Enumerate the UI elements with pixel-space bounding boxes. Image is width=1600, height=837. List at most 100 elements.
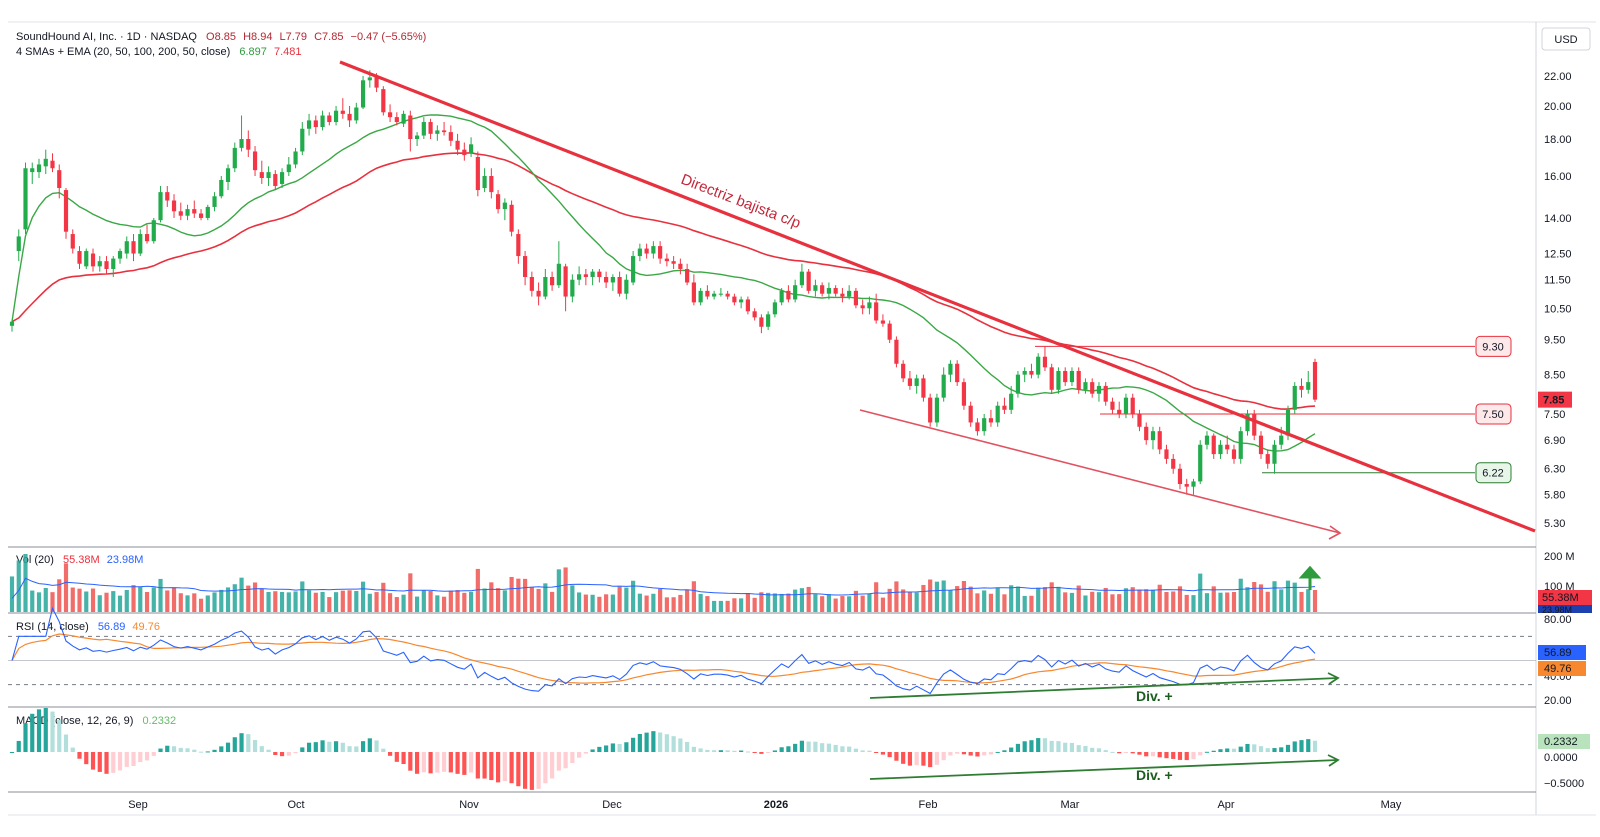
- macd-histogram-bar: [1299, 740, 1304, 752]
- volume-bar: [1083, 595, 1088, 612]
- candle-body: [813, 285, 818, 291]
- volume-bar: [1258, 584, 1264, 612]
- candle-body: [1198, 444, 1203, 482]
- volume-bar: [712, 600, 717, 612]
- price-tick: 7.50: [1544, 409, 1565, 421]
- currency-button[interactable]: USD: [1541, 27, 1591, 51]
- candle-body: [16, 236, 21, 252]
- volume-bar: [1022, 595, 1027, 612]
- macd-histogram-bar: [401, 752, 406, 765]
- price-tick: 6.30: [1544, 464, 1565, 476]
- candle-body: [171, 200, 177, 212]
- volume-bar: [928, 579, 933, 612]
- candle-body: [1204, 435, 1210, 445]
- candle-body: [1292, 385, 1297, 410]
- volume-bar: [840, 596, 845, 612]
- macd-histogram-bar: [847, 746, 852, 752]
- candle-body: [739, 299, 744, 303]
- candle-body: [577, 274, 582, 280]
- macd-histogram-bar: [570, 752, 575, 764]
- price-axis[interactable]: 22.00 20.00 18.00 16.00 14.00 12.50 11.50 10.50…: [1544, 71, 1572, 530]
- candle-body: [583, 274, 588, 278]
- macd-histogram-bar: [961, 752, 967, 755]
- macd-histogram-bar: [779, 747, 784, 752]
- candle-body: [523, 256, 528, 278]
- macd-histogram-bar: [43, 708, 48, 752]
- volume-bar: [381, 582, 386, 612]
- candle-body: [934, 397, 940, 423]
- macd-histogram-bar: [1279, 747, 1284, 752]
- volume-bar: [617, 586, 622, 612]
- volume-bar: [941, 580, 946, 612]
- candle-body: [259, 172, 264, 178]
- candle-body: [1117, 409, 1122, 414]
- svg-text:SoundHound AI, Inc. · 1D · NAS: SoundHound AI, Inc. · 1D · NASDAQ O8.85 …: [16, 31, 426, 43]
- volume-bar: [772, 593, 777, 612]
- macd-histogram-bar: [712, 750, 717, 752]
- macd-histogram-bar: [306, 742, 312, 752]
- volume-bar: [144, 592, 150, 612]
- volume-bar: [408, 573, 413, 612]
- macd-histogram-bar: [381, 748, 386, 752]
- volume-bar: [1063, 592, 1068, 612]
- volume-bar: [631, 580, 636, 612]
- candle-body: [381, 89, 386, 113]
- candle-body: [90, 253, 96, 267]
- volume-bar: [550, 591, 555, 612]
- volume-bar: [651, 593, 656, 612]
- candle-body: [293, 151, 298, 165]
- candle-body: [1123, 397, 1129, 414]
- macd-histogram-bar: [502, 752, 507, 782]
- macd-tick-0: 0.0000: [1544, 752, 1578, 764]
- macd-histogram-bar: [1029, 740, 1034, 752]
- volume-bar: [293, 591, 298, 612]
- volume-bar: [421, 590, 426, 612]
- macd-histogram-bar: [536, 752, 541, 789]
- volume-bar: [468, 591, 474, 612]
- ohlc-change: −0.47 (−5.65%): [351, 31, 427, 43]
- candle-body: [185, 209, 190, 216]
- macd-histogram-bar: [394, 752, 399, 762]
- time-tick: Mar: [1061, 799, 1080, 811]
- macd-histogram-bar: [246, 734, 251, 752]
- macd-histogram-bar: [131, 752, 136, 766]
- volume-bar: [678, 594, 683, 612]
- macd-histogram-bar: [293, 752, 298, 754]
- candle-body: [441, 130, 447, 133]
- macd-histogram-bar: [853, 748, 859, 752]
- volume-bar: [1211, 586, 1216, 612]
- volume-bar: [16, 560, 21, 612]
- currency-label: USD: [1554, 34, 1577, 46]
- macd-histogram-bar: [509, 752, 514, 784]
- candle-body: [23, 168, 28, 230]
- macd-histogram-bar: [36, 709, 42, 752]
- macd-histogram-bar: [50, 711, 55, 752]
- macd-histogram-bar: [806, 741, 811, 752]
- macd-histogram-bar: [165, 745, 170, 752]
- sma-line: [11, 114, 1316, 452]
- candle-body: [70, 234, 75, 249]
- volume-bar: [982, 590, 987, 612]
- candle-body: [320, 115, 325, 128]
- candle-body: [658, 246, 663, 259]
- candle-body: [604, 277, 609, 283]
- volume-bar: [43, 588, 48, 612]
- volume-bar: [1238, 578, 1243, 612]
- volume-bar: [300, 581, 305, 612]
- macd-histogram-bar: [590, 749, 595, 752]
- volume-bar: [536, 588, 541, 612]
- volume-bar: [874, 582, 879, 612]
- time-tick: Oct: [287, 799, 304, 811]
- time-axis[interactable]: Sep Oct Nov Dec 2026 Feb Mar Apr May: [128, 799, 1402, 811]
- volume-bar: [685, 589, 690, 612]
- candle-body: [408, 115, 413, 140]
- macd-histogram-bar: [367, 738, 372, 752]
- macd-histogram-bar: [435, 752, 440, 773]
- volume-bar: [968, 586, 973, 612]
- volume-bar: [887, 588, 892, 612]
- volume-up-arrow: [1298, 565, 1322, 590]
- rsi-ma-line: [11, 633, 1316, 684]
- downtrend-line: [339, 60, 1536, 533]
- price-tick: 10.50: [1544, 303, 1572, 315]
